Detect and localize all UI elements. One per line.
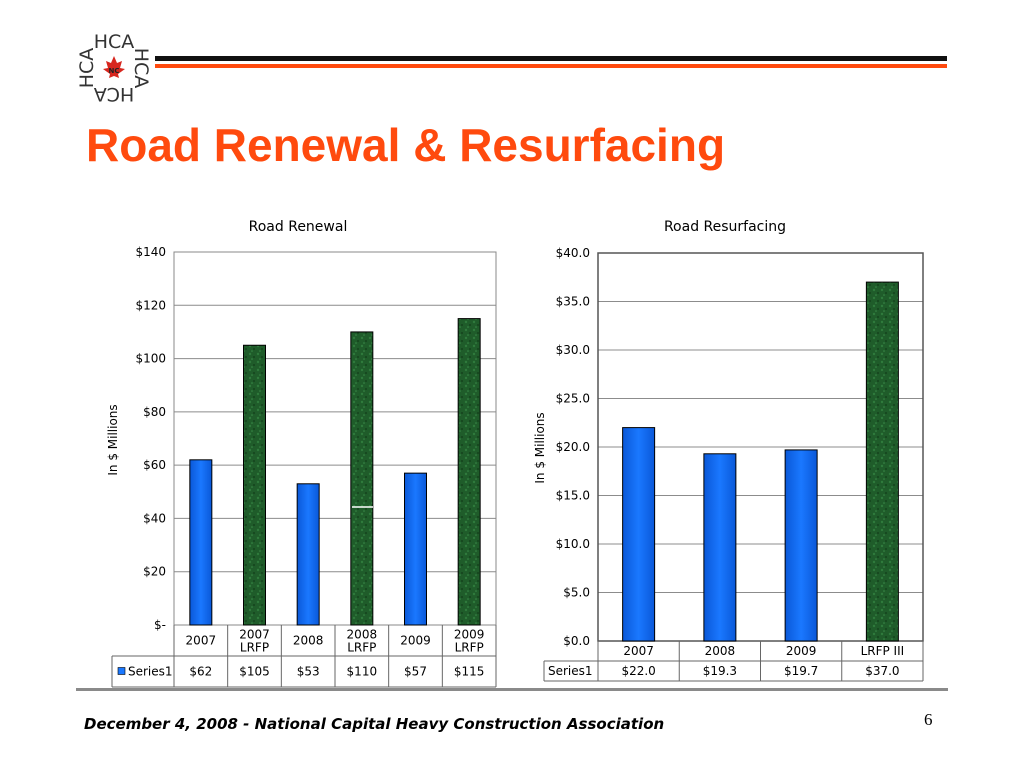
header-line-orange xyxy=(155,64,947,68)
road-resurfacing-chart: Road Resurfacing In $ Millions $0.0 $5.0 $… xyxy=(533,219,924,682)
y-tick-label: $5.0 xyxy=(563,586,590,600)
hca-logo: HCA HCA HCA HCA NC xyxy=(76,31,152,105)
bar-blue xyxy=(404,472,427,626)
x-category-label: 2008 xyxy=(705,644,736,658)
y-tick-label: $10.0 xyxy=(556,537,590,551)
bar-blue xyxy=(622,427,656,642)
y-tick-label: $20 xyxy=(143,565,166,579)
legend-series-name: Series1 xyxy=(128,665,173,679)
data-table-value: $53 xyxy=(297,665,320,679)
data-table-value: $19.3 xyxy=(703,664,737,678)
x-category-label: 2009 LRFP xyxy=(454,628,485,655)
y-tick-label: $35.0 xyxy=(556,295,590,309)
logo-text-bottom: HCA xyxy=(94,83,135,105)
y-tick-label: $80 xyxy=(143,405,166,419)
footer-divider xyxy=(76,688,948,691)
x-category-label: 2007 xyxy=(623,644,654,658)
logo-text-top: HCA xyxy=(94,31,135,53)
bar-blue xyxy=(784,449,818,642)
header-line-dark xyxy=(155,56,947,61)
logo-badge: NC xyxy=(109,67,120,75)
bar-green xyxy=(350,331,374,626)
y-tick-label: $- xyxy=(154,618,166,632)
data-table-value: $115 xyxy=(454,665,485,679)
logo-text-right: HCA xyxy=(130,48,152,89)
y-tick-label: $15.0 xyxy=(556,489,590,503)
charts-area: Road Renewal In $ Millions $- $20 $40 $60 $8… xyxy=(106,219,924,688)
bar-green xyxy=(865,281,899,642)
y-tick-label: $140 xyxy=(135,245,166,259)
x-category-label: 2009 xyxy=(786,644,817,658)
x-category-label: 2009 xyxy=(400,634,431,648)
data-table-value: $110 xyxy=(347,665,378,679)
chart1-ylabel: In $ Millions xyxy=(106,404,120,475)
bar-blue xyxy=(189,459,213,626)
logo-text-left: HCA xyxy=(76,48,98,89)
bar-green xyxy=(457,318,481,626)
y-tick-label: $25.0 xyxy=(556,392,590,406)
chart1-title: Road Renewal xyxy=(249,219,348,235)
x-category-label: LRFP III xyxy=(861,644,905,658)
data-table-value: $22.0 xyxy=(621,664,655,678)
y-tick-label: $120 xyxy=(135,298,166,312)
chart1-plot-frame xyxy=(173,251,497,626)
x-category-label: 2007 LRFP xyxy=(239,628,270,655)
y-tick-label: $0.0 xyxy=(563,634,590,648)
maple-leaf-icon xyxy=(103,56,125,78)
legend-swatch xyxy=(117,667,126,675)
legend-series-name: Series1 xyxy=(548,664,593,678)
y-tick-label: $100 xyxy=(135,352,166,366)
y-tick-label: $40 xyxy=(143,511,166,525)
y-tick-label: $30.0 xyxy=(556,343,590,357)
road-renewal-chart: Road Renewal In $ Millions $- $20 $40 $60 $8… xyxy=(106,219,497,688)
x-category-label: 2007 xyxy=(186,634,217,648)
data-table-value: $19.7 xyxy=(784,664,818,678)
y-tick-label: $60 xyxy=(143,458,166,472)
slide-title: Road Renewal & Resurfacing xyxy=(86,119,726,171)
y-tick-label: $40.0 xyxy=(556,246,590,260)
bar-blue xyxy=(703,453,737,642)
data-table-value: $37.0 xyxy=(865,664,899,678)
footer-text: December 4, 2008 - National Capital Heav… xyxy=(84,715,665,733)
bar-blue xyxy=(296,483,320,626)
x-category-label: 2008 LRFP xyxy=(347,628,378,655)
y-tick-label: $20.0 xyxy=(556,440,590,454)
bar-green xyxy=(243,344,266,626)
x-category-label: 2008 xyxy=(293,634,324,648)
chart2-title: Road Resurfacing xyxy=(664,219,786,235)
data-table-value: $105 xyxy=(239,665,270,679)
page-number: 6 xyxy=(924,710,933,729)
chart2-ylabel: In $ Millions xyxy=(533,412,547,483)
data-table-value: $62 xyxy=(189,665,212,679)
data-table-value: $57 xyxy=(404,665,427,679)
